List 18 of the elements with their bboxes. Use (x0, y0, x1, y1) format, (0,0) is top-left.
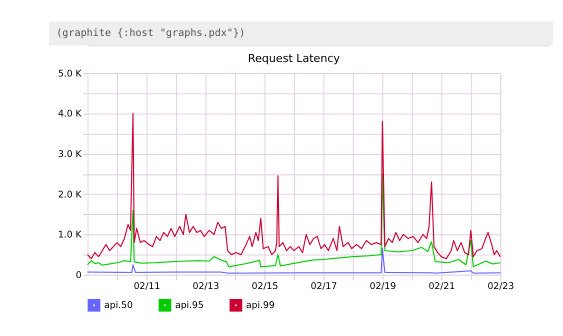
y-tick-label: 2.0 K (58, 189, 82, 200)
legend-label: api.95 (175, 300, 204, 312)
text: (graphite {:host "graphs.pdx"}) (56, 28, 246, 40)
x-tick-label: 02/11 (134, 281, 160, 292)
x-tick-label: 02/17 (310, 281, 338, 292)
chart-title: Request Latency (248, 52, 340, 65)
y-tick-label: 0 (76, 270, 82, 282)
x-tick-label: 02/19 (370, 281, 396, 292)
y-tick-label: 3.0 K (58, 148, 82, 160)
y-tick-label: 1.0 K (58, 230, 82, 241)
legend-label: api.50 (104, 300, 133, 312)
y-tick-label: 4.0 K (58, 108, 82, 120)
x-tick-label: 02/21 (428, 281, 456, 292)
legend-label: api.99 (246, 300, 275, 312)
x-tick-label: 02/13 (192, 281, 220, 292)
x-tick-label: 02/23 (488, 281, 514, 292)
x-tick-label: 02/15 (252, 281, 278, 292)
y-tick-label: 5.0 K (58, 68, 82, 80)
